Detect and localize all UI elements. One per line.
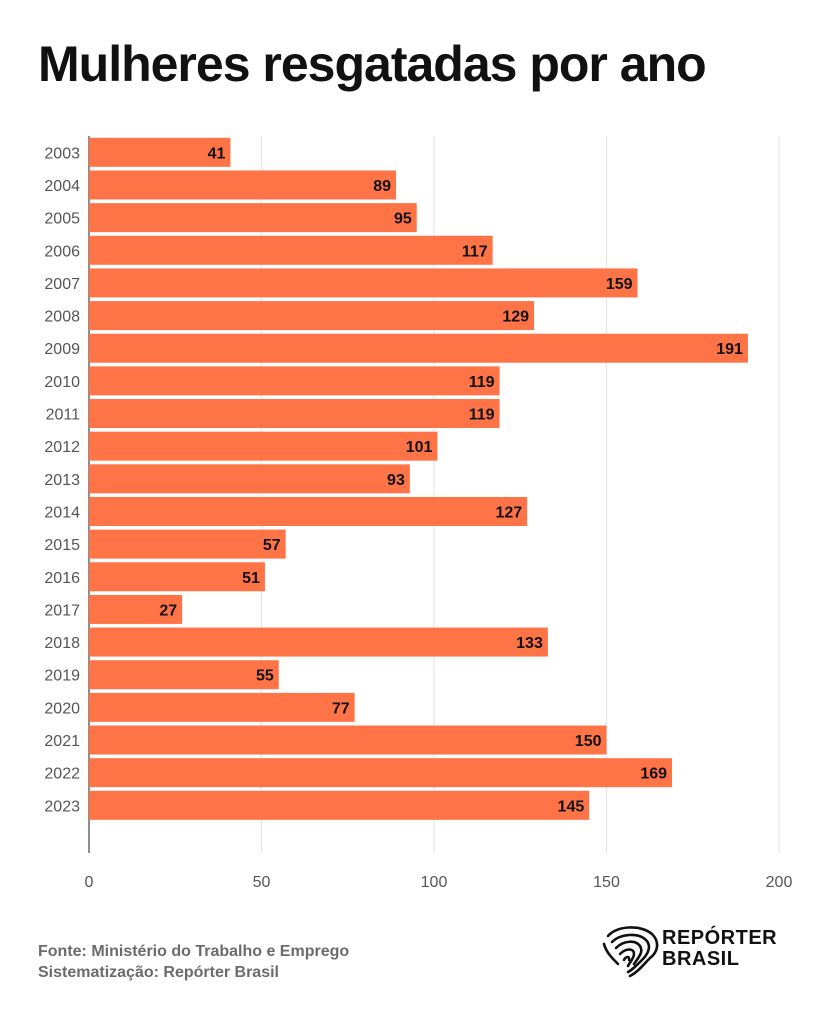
brazil-fingerprint-icon — [602, 926, 659, 978]
data-label: 93 — [387, 472, 405, 489]
y-tick-label: 2010 — [44, 374, 80, 391]
data-label: 101 — [406, 439, 433, 456]
data-label: 27 — [159, 602, 177, 619]
y-tick-label: 2007 — [44, 276, 80, 293]
bar — [89, 203, 417, 233]
y-tick-label: 2011 — [46, 407, 81, 424]
y-tick-label: 2021 — [44, 733, 80, 750]
bar — [89, 594, 183, 624]
y-tick-label: 2005 — [44, 211, 80, 228]
bar — [89, 399, 500, 429]
x-tick-label: 100 — [421, 874, 448, 891]
bar — [89, 790, 590, 820]
bar — [89, 366, 500, 396]
logo-wordmark: REPÓRTER BRASIL — [662, 928, 777, 970]
chart-title: Mulheres resgatadas por ano — [38, 36, 707, 92]
x-tick-label: 150 — [593, 874, 620, 891]
y-tick-label: 2013 — [44, 472, 80, 489]
data-label: 169 — [640, 766, 667, 783]
y-tick-label: 2014 — [44, 504, 80, 521]
y-tick-label: 2015 — [44, 537, 80, 554]
y-tick-label: 2009 — [44, 341, 80, 358]
y-tick-label: 2008 — [44, 309, 80, 326]
bar — [89, 529, 286, 559]
data-label: 41 — [208, 145, 226, 162]
source-line: Fonte: Ministério do Trabalho e Emprego — [38, 943, 350, 960]
x-tick-label: 50 — [253, 874, 271, 891]
y-tick-label: 2016 — [44, 570, 80, 587]
data-label: 159 — [606, 276, 633, 293]
data-label: 129 — [502, 309, 529, 326]
data-label: 191 — [716, 341, 743, 358]
data-label: 77 — [332, 700, 350, 717]
data-label: 57 — [263, 537, 281, 554]
bar — [89, 431, 438, 461]
y-tick-label: 2004 — [44, 178, 80, 195]
y-tick-label: 2003 — [44, 145, 80, 162]
data-label: 133 — [516, 635, 543, 652]
data-label: 89 — [373, 178, 391, 195]
y-tick-label: 2023 — [44, 798, 80, 815]
bar — [89, 464, 410, 494]
data-label: 119 — [469, 407, 495, 424]
bar — [89, 692, 355, 722]
bar — [89, 268, 638, 298]
bar — [89, 627, 548, 657]
bar — [89, 301, 535, 331]
y-tick-label: 2020 — [44, 700, 80, 717]
bar — [89, 170, 397, 200]
bar — [89, 562, 265, 592]
bar — [89, 235, 493, 265]
data-label: 145 — [558, 798, 585, 815]
logo-line-2: BRASIL — [662, 948, 740, 970]
reporter-brasil-logo — [602, 926, 659, 978]
x-tick-label: 0 — [85, 874, 94, 891]
data-label: 117 — [462, 243, 488, 260]
y-tick-label: 2017 — [44, 602, 80, 619]
data-label: 119 — [469, 374, 495, 391]
data-label: 127 — [495, 504, 522, 521]
y-tick-label: 2006 — [44, 243, 80, 260]
y-tick-label: 2022 — [44, 766, 80, 783]
credit-line: Sistematização: Repórter Brasil — [38, 964, 279, 981]
data-label: 51 — [242, 570, 260, 587]
y-tick-label: 2012 — [44, 439, 80, 456]
data-label: 95 — [394, 211, 412, 228]
bar — [89, 660, 279, 690]
y-tick-label: 2019 — [44, 668, 80, 685]
y-tick-label: 2018 — [44, 635, 80, 652]
bar — [89, 725, 607, 755]
data-label: 55 — [256, 668, 274, 685]
bar — [89, 758, 673, 788]
bar — [89, 137, 231, 167]
bar — [89, 496, 528, 526]
logo-line-1: REPÓRTER — [662, 927, 778, 949]
bar-chart: 41 2003 89 2004 95 2005 117 2006 159 2007 129 2008 1… — [44, 136, 793, 891]
x-tick-label: 200 — [766, 874, 793, 891]
data-label: 150 — [575, 733, 602, 750]
bar — [89, 333, 748, 363]
